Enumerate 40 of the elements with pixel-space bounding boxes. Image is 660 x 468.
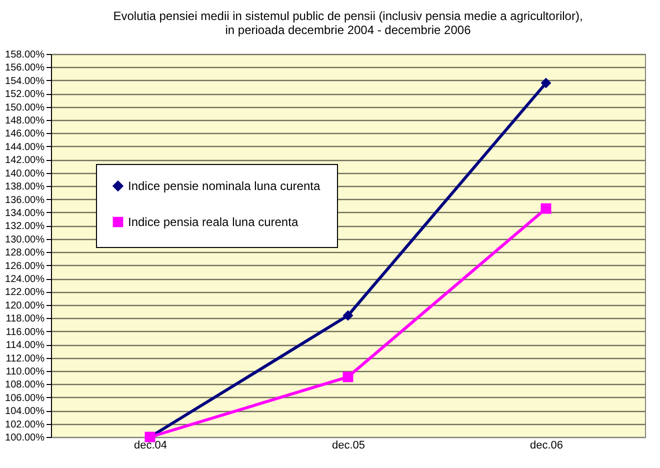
y-tick-label: 144.00%	[5, 142, 45, 153]
y-tick-label: 136.00%	[5, 194, 45, 206]
y-tick-label: 120.00%	[5, 300, 45, 312]
y-tick-label: 124.00%	[5, 274, 45, 286]
point	[342, 310, 354, 321]
y-tick-label: 152.00%	[5, 89, 45, 100]
y-tick-label: 148.00%	[5, 116, 45, 127]
y-tick-label: 100.00%	[5, 432, 45, 444]
y-tick-label: 154.00%	[5, 76, 45, 87]
x-tick-label: dec.06	[530, 440, 564, 452]
y-tick-label: 118.00%	[6, 314, 45, 325]
y-tick-label: 132.00%	[5, 221, 45, 232]
point	[342, 372, 354, 382]
y-tick-label: 104.00%	[5, 406, 45, 418]
y-tick-label: 142.00%	[5, 155, 45, 166]
y-tick-label: 156.00%	[5, 62, 45, 74]
y-tick-label: 108.00%	[5, 380, 45, 391]
y-tick-label: 126.00%	[5, 260, 45, 272]
y-tick-label: 158.00%	[5, 50, 45, 60]
y-tick-label: 112.00%	[6, 353, 45, 364]
legend-label: Indice pensie nominala luna curenta	[128, 179, 320, 193]
y-tick-label: 140.00%	[5, 168, 45, 180]
y-tick-label: 106.00%	[5, 392, 45, 404]
point	[540, 203, 552, 214]
chart-title: Evolutia pensiei medii in sistemul public de pensii (inclusiv pensia medie a agricultorilor), in perioada decembrie 2004 - decembrie 2006	[113, 9, 583, 37]
y-tick-label: 134.00%	[5, 208, 45, 219]
x-tick-label: dec.04	[134, 440, 168, 452]
point	[540, 78, 552, 88]
y-tick-label: 110.00%	[6, 366, 45, 378]
y-tick-label: 116.00%	[6, 326, 45, 338]
y-tick-label: 150.00%	[5, 102, 45, 114]
legend-label: Indice pensia reala luna curenta	[128, 215, 298, 229]
y-tick-label: 138.00%	[5, 182, 45, 193]
y-tick-label: 128.00%	[5, 248, 45, 259]
y-tick-label: 130.00%	[5, 234, 45, 246]
x-tick-label: dec.05	[332, 440, 366, 452]
y-tick-label: 122.00%	[5, 287, 45, 298]
y-tick-label: 114.00%	[6, 340, 45, 352]
y-tick-label: 102.00%	[5, 419, 45, 430]
y-tick-label: 146.00%	[5, 128, 45, 140]
